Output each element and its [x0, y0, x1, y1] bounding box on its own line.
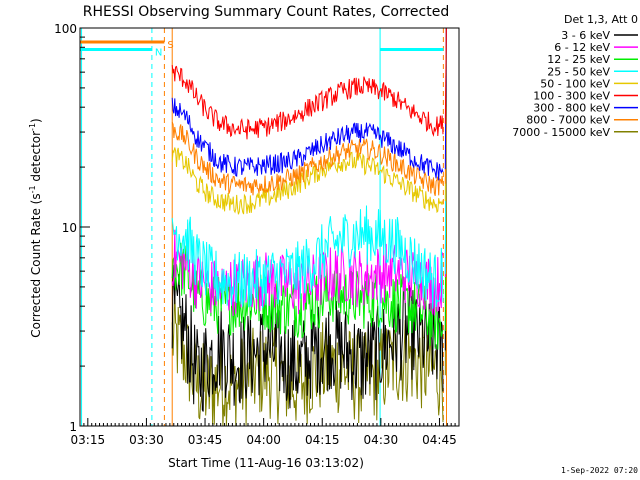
legend-label: 800 - 7000 keV [526, 114, 610, 127]
y-axis-label-main: Corrected Count Rate (s [29, 193, 43, 337]
legend-label: 25 - 50 keV [547, 65, 610, 78]
x-tick-label: 04:45 [422, 433, 457, 447]
series-trace [171, 65, 444, 140]
legend-label: 12 - 25 keV [547, 53, 610, 66]
series-trace [171, 264, 444, 412]
chart-title: RHESSI Observing Summary Count Rates, Co… [83, 4, 449, 20]
series-trace [171, 97, 444, 181]
y-axis-label-end: ) [29, 118, 43, 123]
legend-label: 3 - 6 keV [561, 29, 610, 42]
x-axis-label: Start Time (11-Aug-16 03:13:02) [168, 456, 364, 470]
legend-label: 300 - 800 keV [533, 102, 610, 115]
x-tick-label: 04:00 [246, 433, 281, 447]
series-trace [171, 242, 444, 350]
legend-label: 7000 - 15000 keV [512, 126, 610, 139]
series-trace [171, 147, 444, 215]
series-trace [171, 121, 444, 197]
x-tick-label: 04:15 [305, 433, 340, 447]
y-tick-label: 100 [54, 22, 77, 36]
y-axis-label-sup1: -1 [28, 185, 37, 193]
plot-data-layer: SN [80, 27, 447, 427]
legend-label: 100 - 300 keV [533, 90, 610, 103]
y-axis: 1 10 100 [54, 22, 90, 434]
y-axis-label-mid: detector [29, 131, 43, 186]
generation-timestamp: 1-Sep-2022 07:20 [561, 466, 638, 475]
x-tick-label: 03:15 [71, 433, 106, 447]
legend-header: Det 1,3, Att 0 [564, 13, 638, 26]
y-axis-label-sup2: -1 [28, 123, 37, 131]
x-tick-label: 04:30 [364, 433, 399, 447]
legend-label: 50 - 100 keV [540, 77, 610, 90]
x-axis: 03:15 03:30 03:45 04:00 04:15 04:30 04:45 [71, 418, 460, 447]
series-trace [171, 205, 444, 309]
flag-label: S [167, 40, 173, 51]
series-end-spike [444, 27, 447, 124]
x-tick-label: 03:45 [188, 433, 223, 447]
y-tick-label: 10 [62, 221, 77, 235]
x-tick-label: 03:30 [129, 433, 164, 447]
legend-label: 6 - 12 keV [554, 41, 610, 54]
y-tick-label: 1 [69, 420, 77, 434]
y-axis-label: Corrected Count Rate (s-1 detector-1) [28, 118, 43, 337]
flag-label: N [155, 47, 162, 58]
